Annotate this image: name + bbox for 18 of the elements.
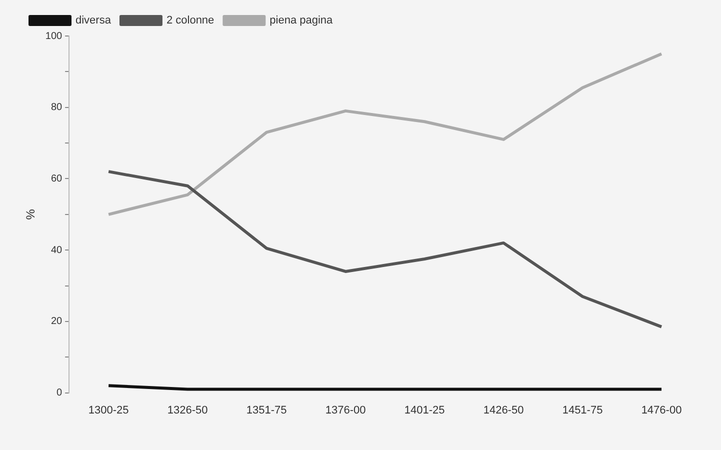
y-tick-label: 100 [45, 30, 63, 42]
x-tick-label: 1351-75 [246, 404, 287, 416]
y-tick-label: 40 [50, 244, 63, 256]
legend-label: piena pagina [270, 14, 334, 27]
x-tick-label: 1300-25 [88, 404, 129, 416]
x-tick-label: 1326-50 [167, 404, 208, 416]
x-tick-label: 1476-00 [641, 404, 682, 416]
x-tick-label: 1401-25 [404, 404, 445, 416]
x-tick-label: 1376-00 [325, 404, 366, 416]
y-axis-title: % [24, 208, 38, 220]
y-tick-label: 0 [56, 388, 63, 399]
y-tick-label: 20 [50, 316, 63, 328]
y-tick-label: 60 [50, 173, 63, 184]
x-tick-label: 1451-75 [562, 404, 603, 416]
x-tick-label: 1426-50 [483, 404, 524, 416]
legend-label: diversa [76, 14, 112, 27]
y-tick-label: 80 [50, 102, 63, 114]
legend-label: 2 colonne [166, 14, 214, 27]
